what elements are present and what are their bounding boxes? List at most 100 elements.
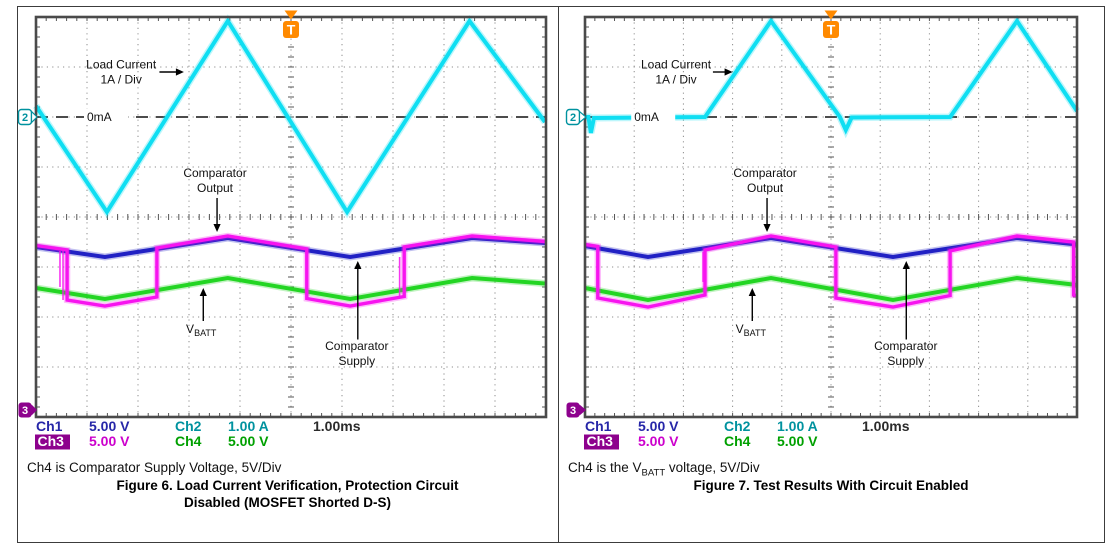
ch3-comparator-output-trace (35, 232, 546, 310)
ch4-supply-voltage-trace-core (35, 275, 546, 302)
ch4-vbatt-trace-core (584, 275, 1078, 303)
readout-ch1-label: Ch1 (585, 418, 612, 434)
note-subscript: BATT (641, 467, 666, 479)
ch2-marker-number: 2 (22, 112, 28, 124)
annotation-vbatt: VBATT (736, 288, 767, 338)
arrow-head (354, 261, 362, 269)
annotation-text: 1A / Div (655, 73, 696, 87)
trigger-marker: T (823, 10, 839, 38)
ch3-marker-pointer (31, 404, 37, 416)
readout-ch2-value: 1.00 A (777, 418, 818, 434)
note-text: Ch4 is the V (568, 460, 642, 475)
channel-readouts: Ch1 5.00 V Ch2 1.00 A 1.00ms Ch3 5.00 V Ch4 5.00… (584, 418, 910, 450)
label-backing (84, 109, 128, 124)
arrow-head (902, 261, 910, 269)
figure7-note: Ch4 is the VBATT voltage, 5V/Div (568, 460, 760, 479)
readout-ch1-value: 5.00 V (89, 418, 130, 434)
annotation-text: Comparator (183, 166, 246, 180)
figure6-caption: Figure 6. Load Current Verification, Pro… (17, 477, 558, 511)
ch2-reference-marker: 2 (565, 108, 587, 126)
ch2-marker-pointer (30, 110, 38, 124)
ch2-reference-marker: 2 (17, 108, 38, 126)
readout-ch2-label: Ch2 (175, 418, 202, 434)
annotation-text: Comparator (325, 339, 388, 353)
annotation-text: Load Current (641, 58, 712, 72)
ch3-marker-number: 3 (22, 405, 28, 417)
trigger-box (823, 21, 839, 38)
readout-ch1-label: Ch1 (36, 418, 63, 434)
ch2-load-current-trace-core (585, 17, 1079, 135)
figure7-caption: Figure 7. Test Results With Circuit Enab… (558, 477, 1104, 494)
readout-ch2-value: 1.00 A (228, 418, 269, 434)
arrow-head (175, 68, 184, 76)
ch2-load-current-trace-core (34, 17, 547, 216)
trigger-arrow-icon (284, 10, 298, 20)
zero-current-label: 0mA (631, 109, 676, 124)
ch4-supply-voltage-trace (35, 274, 546, 303)
ch2-load-current-trace (33, 14, 548, 219)
arrow-head (763, 224, 771, 232)
caption-line: Disabled (MOSFET Shorted D-S) (183, 495, 391, 510)
ch3-reference-marker: 3 (18, 402, 37, 418)
zero-current-label: 0mA (84, 109, 128, 124)
annotation-text: Output (747, 181, 784, 195)
readout-ch3-highlight-box (35, 434, 70, 450)
trigger-marker: T (283, 10, 299, 38)
panel-divider (558, 6, 559, 542)
readout-ch4-value: 5.00 V (777, 433, 818, 449)
arrow-head (199, 288, 207, 296)
vbatt-label: VBATT (186, 322, 217, 338)
ch3-marker-pointer (579, 404, 586, 416)
label-backing (631, 109, 676, 124)
zero-current-text: 0mA (634, 110, 659, 124)
annotation-text: 1A / Div (100, 73, 141, 87)
annotation-text: Comparator (874, 339, 937, 353)
trigger-letter: T (827, 22, 836, 38)
ch3-marker-box (566, 402, 580, 418)
ch3-reference-marker: 3 (566, 402, 586, 418)
ch2-load-current-trace (584, 14, 1080, 139)
arrow-head (213, 224, 221, 232)
note-text: Ch4 is Comparator Supply Voltage, 5V/Div (27, 460, 282, 475)
annotation-text: Output (197, 181, 234, 195)
readout-ch2-label: Ch2 (724, 418, 751, 434)
readout-ch4-label: Ch4 (724, 433, 751, 449)
caption-line: Figure 7. Test Results With Circuit Enab… (693, 478, 969, 493)
ch3-marker-box (18, 402, 32, 418)
trigger-arrow-icon (824, 10, 838, 20)
channel-readouts: Ch1 5.00 V Ch2 1.00 A 1.00ms Ch3 5.00 V Ch4 5.00… (35, 418, 361, 450)
annotation-text: Load Current (86, 58, 157, 72)
ch4-vbatt-trace (584, 274, 1078, 304)
annotation-vbatt: VBATT (186, 288, 217, 338)
ch3-comparator-output-trace-core (584, 234, 1078, 309)
note-text: voltage, 5V/Div (665, 460, 760, 475)
readout-ch3-highlight-box (584, 434, 619, 450)
ch2-marker-pointer (578, 110, 587, 124)
readout-ch3-value: 5.00 V (89, 433, 130, 449)
arrow-head (724, 68, 733, 76)
ch3-marker-number: 3 (570, 405, 576, 417)
annotation-text: Supply (887, 354, 924, 368)
readout-timebase: 1.00ms (313, 418, 361, 434)
figure6-note: Ch4 is Comparator Supply Voltage, 5V/Div (27, 460, 281, 475)
trigger-letter: T (287, 22, 296, 38)
readout-ch4-label: Ch4 (175, 433, 202, 449)
ch2-marker-number: 2 (570, 112, 576, 124)
readout-ch3-value: 5.00 V (638, 433, 679, 449)
readout-ch4-value: 5.00 V (228, 433, 269, 449)
vbatt-label: VBATT (736, 322, 767, 338)
trigger-box (283, 21, 299, 38)
readout-ch1-value: 5.00 V (638, 418, 679, 434)
ch3-comparator-output-trace-core (35, 234, 546, 308)
arrow-head (748, 288, 756, 296)
annotation-text: Supply (338, 354, 375, 368)
zero-current-text: 0mA (87, 110, 112, 124)
